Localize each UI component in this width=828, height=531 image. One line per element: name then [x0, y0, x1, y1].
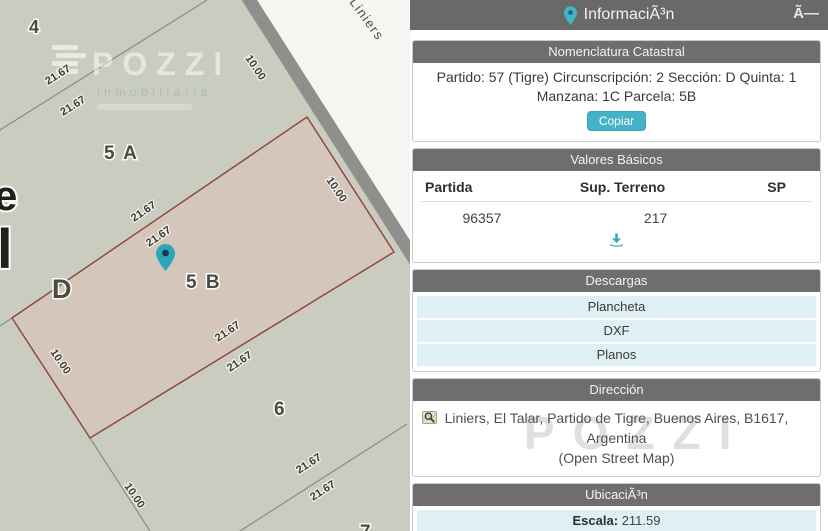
watermark-tagline	[97, 104, 193, 110]
divider	[421, 201, 812, 202]
download-item-dxf[interactable]: DXF	[417, 320, 816, 342]
section-ubicacion: UbicaciÃ³n Escala: 211.59 Latitud: -34.4…	[412, 483, 821, 531]
parcel-label-4: 4	[29, 17, 39, 37]
cadastral-map[interactable]: POZZI inmobiliaria Liniers 21.67 21.67 1…	[0, 0, 410, 531]
download-item-planos[interactable]: Planos	[417, 344, 816, 366]
partida-value: 96357	[462, 210, 502, 226]
section-descargas: Descargas Plancheta DXF Planos	[412, 269, 821, 372]
watermark-subtitle: inmobiliaria	[97, 85, 212, 99]
address-source: (Open Street Map)	[558, 450, 675, 466]
map-search-icon	[422, 410, 437, 430]
address-text: Liniers, El Talar, Partido de Tigre, Bue…	[444, 410, 789, 446]
parcel-line	[89, 437, 151, 531]
section-title: Descargas	[413, 270, 820, 292]
parcel-label-5b: 5 B	[186, 272, 222, 293]
section-direccion: Dirección Liniers, El Talar, Partido de …	[412, 378, 821, 477]
panel-title: InformaciÃ³n	[583, 6, 675, 23]
parcel-label-5a: 5 A	[104, 143, 139, 164]
nomenclatura-text: Partido: 57 (Tigre) Circunscripción: 2 S…	[436, 69, 797, 104]
escala-label: Escala:	[572, 513, 619, 528]
parcel-label-6: 6	[274, 399, 285, 420]
edge-letter-e: e	[0, 172, 17, 219]
parcel-line	[0, 317, 13, 327]
section-title: Nomenclatura Catastral	[413, 41, 820, 63]
column-header-partida: Partida	[425, 179, 473, 195]
column-header-sup-terreno: Sup. Terreno	[579, 179, 666, 195]
parcel-label-7: 7	[360, 522, 371, 531]
section-title: UbicaciÃ³n	[413, 484, 820, 506]
section-valores: Valores Básicos Partida Sup. Terreno SP …	[412, 148, 821, 263]
column-header-sp: SP	[767, 179, 786, 195]
info-panel: InformaciÃ³n Ã— Nomenclatura Catastral P…	[410, 0, 828, 531]
download-icon	[610, 233, 623, 247]
watermark-brand: POZZI	[92, 46, 231, 82]
section-nomenclatura: Nomenclatura Catastral Partido: 57 (Tigr…	[412, 40, 821, 142]
watermark-logo-icon	[52, 45, 78, 50]
info-panel-header: InformaciÃ³n Ã—	[410, 0, 828, 30]
section-title: Valores Básicos	[413, 149, 820, 171]
map-location-pin-icon	[156, 244, 175, 271]
valores-value-row: 96357 217	[413, 202, 820, 226]
parcel-label-d: D	[52, 274, 72, 304]
edge-street-letters: e l	[0, 170, 19, 282]
map-watermark: POZZI inmobiliaria	[52, 45, 231, 110]
road	[241, 0, 410, 265]
close-icon[interactable]: Ã—	[793, 5, 819, 22]
valores-header-row: Partida Sup. Terreno SP	[413, 179, 820, 195]
sp-value	[722, 210, 820, 226]
section-title: Dirección	[413, 379, 820, 401]
parcel-labels: 4 5 A D 5 B 6 7	[28, 16, 373, 531]
edge-letter-l: l	[0, 217, 13, 280]
parcel-line	[239, 423, 408, 531]
parcel-5b-highlight[interactable]	[10, 115, 396, 440]
escala-value: 211.59	[621, 513, 661, 528]
download-button[interactable]	[413, 232, 820, 254]
download-item-plancheta[interactable]: Plancheta	[417, 296, 816, 318]
ubicacion-row-escala: Escala: 211.59	[417, 510, 816, 531]
copy-button[interactable]: Copiar	[586, 111, 647, 131]
location-pin-icon	[563, 5, 577, 25]
parcel-line	[0, 0, 208, 131]
sup-terreno-value: 217	[643, 210, 668, 226]
